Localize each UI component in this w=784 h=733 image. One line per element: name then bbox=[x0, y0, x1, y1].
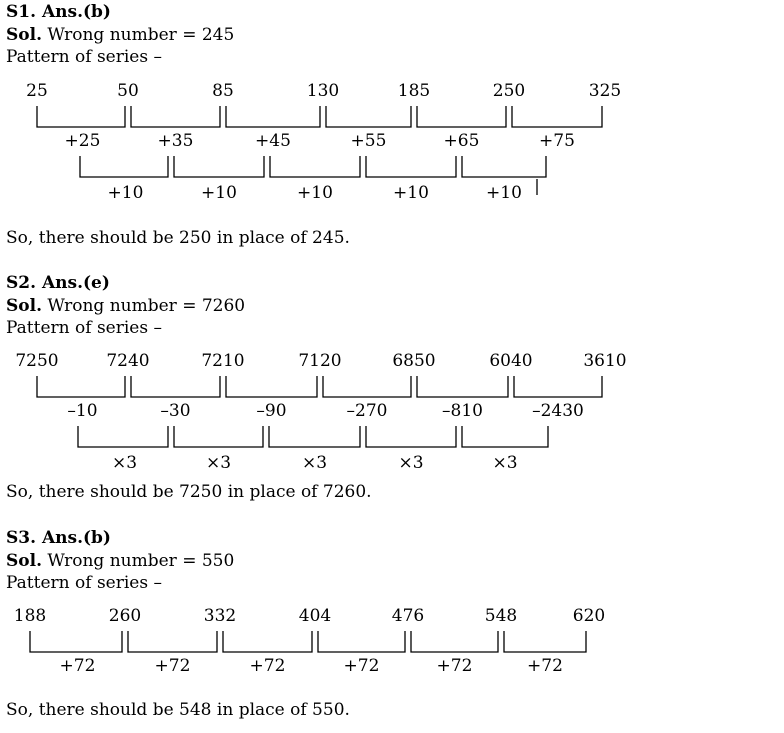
second-difference-label: ×3 bbox=[492, 453, 517, 473]
s1-pattern-label: Pattern of series – bbox=[6, 47, 162, 67]
second-difference-label: ×3 bbox=[206, 453, 231, 473]
difference-bracket bbox=[513, 376, 603, 398]
difference-bracket bbox=[36, 376, 126, 398]
s2-heading: S2. Ans.(e) bbox=[6, 273, 110, 293]
s1-series-diagram: 25 50 85 130 185 250 325 +25 +35 +45 +55 +65 +75 +10 +… bbox=[26, 81, 621, 203]
s1-heading: S1. Ans.(b) bbox=[6, 2, 111, 22]
difference-label: +72 bbox=[527, 656, 563, 676]
second-difference-bracket bbox=[365, 156, 457, 178]
difference-bracket bbox=[322, 376, 412, 398]
difference-label: +65 bbox=[444, 131, 480, 151]
second-difference-label: +10 bbox=[297, 183, 333, 203]
series-number: 260 bbox=[109, 606, 141, 626]
series-number: 130 bbox=[307, 81, 339, 101]
difference-label: +25 bbox=[65, 131, 101, 151]
difference-label: +72 bbox=[437, 656, 473, 676]
second-difference-label: +10 bbox=[486, 183, 522, 203]
series-number: 476 bbox=[392, 606, 424, 626]
s3-pattern-label: Pattern of series – bbox=[6, 573, 162, 593]
difference-bracket bbox=[36, 106, 126, 128]
difference-bracket bbox=[222, 631, 313, 653]
series-number: 7210 bbox=[201, 351, 244, 371]
s2-sol-label: Sol. bbox=[6, 296, 42, 316]
second-difference-bracket bbox=[268, 426, 361, 448]
s1-solution: Sol. Wrong number = 245 bbox=[6, 25, 234, 45]
s3-heading: S3. Ans.(b) bbox=[6, 528, 111, 548]
second-difference-label: +10 bbox=[201, 183, 237, 203]
difference-label: +35 bbox=[158, 131, 194, 151]
s2-series-diagram: 7250 7240 7210 7120 6850 6040 3610 –10 –30 –90 –27… bbox=[15, 351, 626, 473]
difference-label: +72 bbox=[60, 656, 96, 676]
second-difference-label: ×3 bbox=[112, 453, 137, 473]
series-number: 50 bbox=[117, 81, 139, 101]
series-number: 6850 bbox=[392, 351, 435, 371]
series-number: 7250 bbox=[15, 351, 58, 371]
difference-bracket bbox=[29, 631, 123, 653]
series-number: 325 bbox=[589, 81, 621, 101]
difference-label: +55 bbox=[351, 131, 387, 151]
s3-solution: Sol. Wrong number = 550 bbox=[6, 551, 234, 571]
second-difference-label: ×3 bbox=[302, 453, 327, 473]
difference-label: –810 bbox=[442, 401, 483, 421]
difference-bracket bbox=[130, 106, 221, 128]
difference-bracket bbox=[130, 376, 221, 398]
series-number: 3610 bbox=[583, 351, 626, 371]
second-difference-bracket bbox=[77, 426, 169, 448]
second-difference-bracket bbox=[461, 156, 547, 178]
difference-label: +72 bbox=[155, 656, 191, 676]
series-number: 332 bbox=[204, 606, 236, 626]
series-number: 7240 bbox=[106, 351, 149, 371]
difference-label: –90 bbox=[256, 401, 286, 421]
s3-sol-label: Sol. bbox=[6, 551, 42, 571]
difference-label: –30 bbox=[160, 401, 190, 421]
series-number: 250 bbox=[493, 81, 525, 101]
difference-bracket bbox=[225, 376, 318, 398]
series-number: 6040 bbox=[489, 351, 532, 371]
difference-bracket bbox=[325, 106, 412, 128]
s3-sol-text: Wrong number = 550 bbox=[42, 551, 235, 571]
series-number: 188 bbox=[14, 606, 46, 626]
s2-solution: Sol. Wrong number = 7260 bbox=[6, 296, 245, 316]
second-difference-label: +10 bbox=[108, 183, 144, 203]
second-difference-bracket bbox=[365, 426, 457, 448]
difference-label: +45 bbox=[255, 131, 291, 151]
difference-label: –270 bbox=[347, 401, 388, 421]
series-number: 7120 bbox=[298, 351, 341, 371]
s1-conclusion: So, there should be 250 in place of 245. bbox=[6, 228, 350, 248]
difference-label: –2430 bbox=[532, 401, 584, 421]
second-difference-label: +10 bbox=[393, 183, 429, 203]
s2-sol-text: Wrong number = 7260 bbox=[42, 296, 246, 316]
difference-bracket bbox=[410, 631, 499, 653]
second-difference-bracket bbox=[173, 156, 265, 178]
series-number: 25 bbox=[26, 81, 48, 101]
difference-bracket bbox=[503, 631, 587, 653]
series-number: 548 bbox=[485, 606, 517, 626]
series-number: 404 bbox=[299, 606, 331, 626]
series-number: 85 bbox=[212, 81, 234, 101]
second-difference-bracket bbox=[269, 156, 361, 178]
difference-bracket bbox=[225, 106, 321, 128]
second-difference-label: ×3 bbox=[398, 453, 423, 473]
second-difference-bracket bbox=[173, 426, 264, 448]
s2-conclusion: So, there should be 7250 in place of 726… bbox=[6, 482, 372, 502]
series-number: 185 bbox=[398, 81, 430, 101]
s1-sol-label: Sol. bbox=[6, 25, 42, 45]
difference-label: +72 bbox=[344, 656, 380, 676]
second-difference-bracket bbox=[461, 426, 549, 448]
difference-bracket bbox=[127, 631, 218, 653]
difference-label: –10 bbox=[67, 401, 97, 421]
difference-bracket bbox=[511, 106, 603, 128]
s3-series-diagram: 188 260 332 404 476 548 620 +72 +72 +72 +72 +72 +72 bbox=[14, 606, 605, 676]
difference-label: +75 bbox=[539, 131, 575, 151]
difference-bracket bbox=[416, 376, 509, 398]
s2-pattern-label: Pattern of series – bbox=[6, 318, 162, 338]
difference-bracket bbox=[416, 106, 507, 128]
difference-label: +72 bbox=[250, 656, 286, 676]
second-difference-bracket bbox=[79, 156, 169, 178]
series-number: 620 bbox=[573, 606, 605, 626]
difference-bracket bbox=[317, 631, 406, 653]
s3-conclusion: So, there should be 548 in place of 550. bbox=[6, 700, 350, 720]
s1-sol-text: Wrong number = 245 bbox=[42, 25, 235, 45]
